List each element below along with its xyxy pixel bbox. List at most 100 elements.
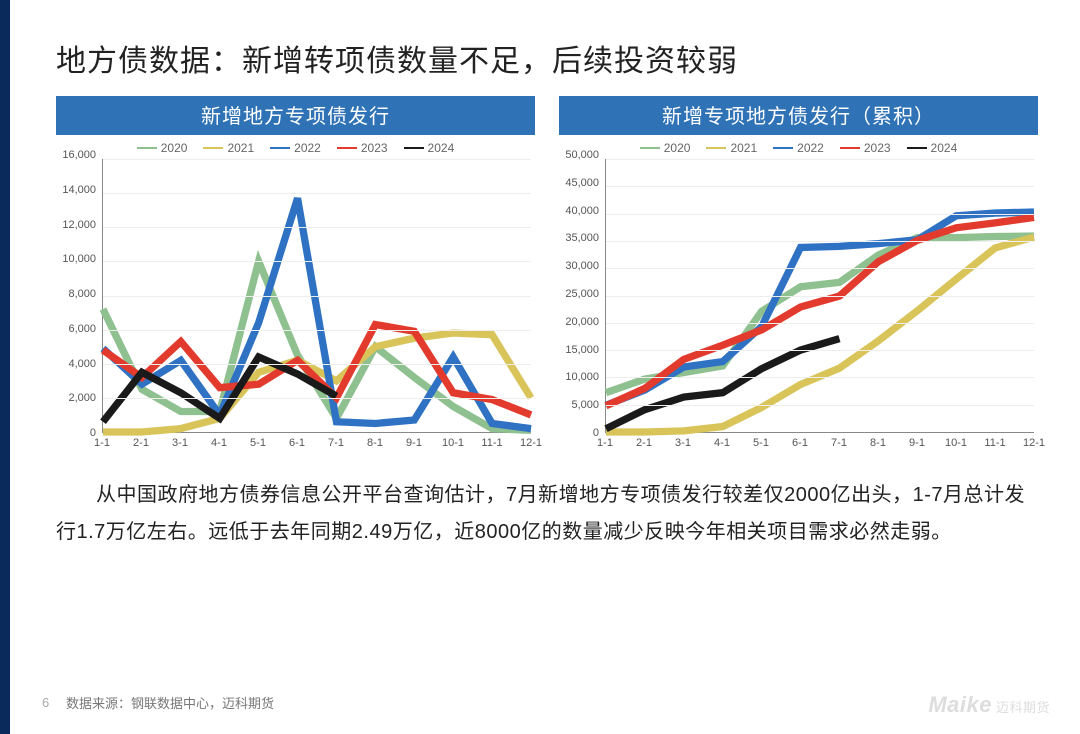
x-tick-label: 4-1 [714, 437, 730, 449]
chart-right-plot-wrap: 05,00010,00015,00020,00025,00030,00035,0… [559, 155, 1038, 455]
y-tick-label: 40,000 [565, 205, 599, 217]
chart-left-header: 新增地方专项债发行 [56, 96, 535, 135]
y-tick-label: 4,000 [68, 358, 96, 370]
y-tick-label: 15,000 [565, 344, 599, 356]
legend-label: 2022 [797, 141, 824, 155]
chart-right: 新增专项地方债发行（累积） 20202021202220232024 05,00… [559, 96, 1038, 455]
x-tick-label: 10-1 [442, 437, 464, 449]
legend-label: 2020 [161, 141, 188, 155]
page-title: 地方债数据：新增转项债数量不足，后续投资较弱 [56, 36, 1038, 80]
x-tick-label: 12-1 [1023, 437, 1045, 449]
legend-swatch [773, 147, 793, 149]
grid-line [606, 214, 1034, 215]
grid-line [606, 159, 1034, 160]
grid-line [606, 377, 1034, 378]
legend-swatch [137, 147, 157, 149]
legend-swatch [404, 147, 424, 149]
x-tick-label: 11-1 [481, 437, 502, 449]
grid-line [606, 323, 1034, 324]
chart-left-y-axis: 02,0004,0006,0008,00010,00012,00014,0001… [56, 155, 100, 433]
grid-line [103, 193, 531, 194]
x-tick-label: 8-1 [367, 437, 383, 449]
x-tick-label: 5-1 [753, 437, 769, 449]
legend-item: 2020 [137, 141, 188, 155]
grid-line [606, 186, 1034, 187]
legend-swatch [203, 147, 223, 149]
y-tick-label: 8,000 [68, 288, 96, 300]
chart-left-legend: 2020 2021 2022 2023 2024 [56, 135, 535, 155]
legend-label: 2023 [361, 141, 388, 155]
y-tick-label: 35,000 [565, 232, 599, 244]
y-tick-label: 30,000 [565, 260, 599, 272]
legend-label: 2022 [294, 141, 321, 155]
x-tick-label: 7-1 [831, 437, 847, 449]
y-tick-label: 10,000 [62, 253, 96, 265]
x-tick-label: 11-1 [984, 437, 1005, 449]
x-tick-label: 9-1 [909, 437, 925, 449]
brand-logo: Maike 迈科期货 [928, 692, 1050, 718]
x-tick-label: 7-1 [328, 437, 344, 449]
series-line-2020 [103, 261, 531, 430]
brand-main: Maike [928, 692, 992, 718]
chart-right-x-axis: 1-12-13-14-15-16-17-18-19-110-111-112-1 [605, 435, 1034, 455]
grid-line [606, 296, 1034, 297]
y-tick-label: 2,000 [68, 392, 96, 404]
x-tick-label: 4-1 [211, 437, 227, 449]
legend-item: 2024 [404, 141, 455, 155]
footer-source: 数据来源：钢联数据中心，迈科期货 [66, 693, 274, 712]
chart-left-plot-wrap: 02,0004,0006,0008,00010,00012,00014,0001… [56, 155, 535, 455]
grid-line [103, 330, 531, 331]
charts-row: 新增地方专项债发行 20202021202220232024 02,0004,0… [56, 96, 1038, 455]
legend-swatch [706, 147, 726, 149]
y-tick-label: 50,000 [565, 149, 599, 161]
grid-line [103, 227, 531, 228]
legend-label: 2021 [227, 141, 254, 155]
x-tick-label: 8-1 [870, 437, 886, 449]
x-tick-label: 9-1 [406, 437, 422, 449]
x-tick-label: 2-1 [636, 437, 652, 449]
grid-line [606, 350, 1034, 351]
brand-sub: 迈科期货 [996, 697, 1050, 716]
chart-right-legend: 2020 2021 2022 2023 2024 [559, 135, 1038, 155]
legend-item: 2024 [907, 141, 958, 155]
legend-label: 2020 [664, 141, 691, 155]
legend-item: 2020 [640, 141, 691, 155]
y-tick-label: 10,000 [565, 371, 599, 383]
chart-left-plot [102, 159, 531, 433]
grid-line [103, 398, 531, 399]
y-tick-label: 25,000 [565, 288, 599, 300]
legend-label: 2024 [931, 141, 958, 155]
legend-swatch [640, 147, 660, 149]
y-tick-label: 6,000 [68, 323, 96, 335]
page-number: 6 [42, 695, 49, 710]
legend-swatch [840, 147, 860, 149]
chart-right-plot [605, 159, 1034, 433]
grid-line [103, 296, 531, 297]
x-tick-label: 2-1 [133, 437, 149, 449]
x-tick-label: 3-1 [675, 437, 691, 449]
chart-right-header: 新增专项地方债发行（累积） [559, 96, 1038, 135]
chart-right-y-axis: 05,00010,00015,00020,00025,00030,00035,0… [559, 155, 603, 433]
y-tick-label: 14,000 [62, 184, 96, 196]
slide-page: 地方债数据：新增转项债数量不足，后续投资较弱 新增地方专项债发行 2020202… [0, 0, 1080, 734]
x-tick-label: 10-1 [945, 437, 967, 449]
y-tick-label: 20,000 [565, 316, 599, 328]
chart-left-x-axis: 1-12-13-14-15-16-17-18-19-110-111-112-1 [102, 435, 531, 455]
legend-label: 2023 [864, 141, 891, 155]
legend-swatch [337, 147, 357, 149]
chart-left: 新增地方专项债发行 20202021202220232024 02,0004,0… [56, 96, 535, 455]
legend-label: 2021 [730, 141, 757, 155]
legend-item: 2022 [773, 141, 824, 155]
grid-line [103, 364, 531, 365]
y-tick-label: 16,000 [62, 149, 96, 161]
x-tick-label: 5-1 [250, 437, 266, 449]
grid-line [103, 261, 531, 262]
grid-line [606, 405, 1034, 406]
y-tick-label: 12,000 [62, 219, 96, 231]
legend-swatch [907, 147, 927, 149]
legend-item: 2021 [706, 141, 757, 155]
x-tick-label: 6-1 [792, 437, 808, 449]
grid-line [103, 159, 531, 160]
legend-swatch [270, 147, 290, 149]
grid-line [606, 268, 1034, 269]
